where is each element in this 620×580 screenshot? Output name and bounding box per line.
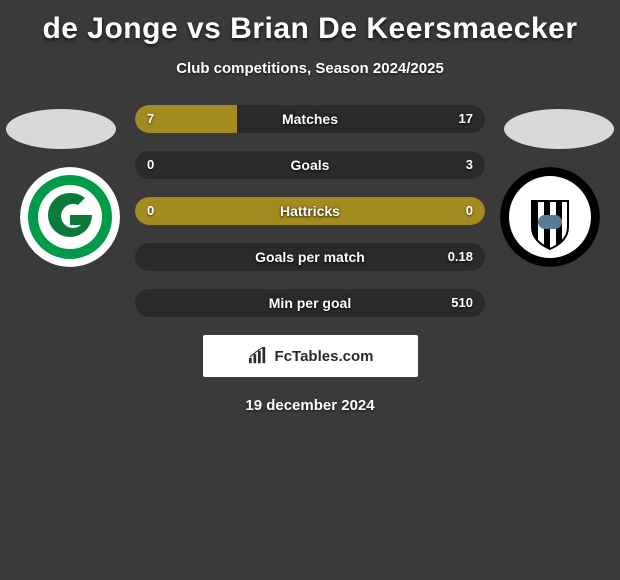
stat-row: Min per goal510 — [135, 289, 485, 317]
stat-row: Matches7 17 — [135, 105, 485, 133]
stat-label: Goals — [135, 151, 485, 179]
stat-value-right: 17 — [459, 105, 473, 133]
player-left-ellipse — [6, 109, 116, 149]
comparison-content: HERACLES Matches717Goals03Hattricks00Goa… — [0, 105, 620, 414]
player-right-ellipse — [504, 109, 614, 149]
stat-row: Goals per match0.18 — [135, 243, 485, 271]
stat-value-right: 510 — [451, 289, 473, 317]
stat-value-right: 0.18 — [448, 243, 473, 271]
stat-value-right: 3 — [466, 151, 473, 179]
page-title: de Jonge vs Brian De Keersmaecker — [0, 0, 620, 46]
stat-label: Goals per match — [135, 243, 485, 271]
chart-icon — [247, 347, 269, 365]
date-label: 19 december 2024 — [0, 397, 620, 414]
club-badge-left — [20, 167, 120, 267]
stat-value-right: 0 — [466, 197, 473, 225]
stat-value-left: 0 — [147, 197, 154, 225]
stat-value-left: 7 — [147, 105, 154, 133]
stat-label: Matches — [135, 105, 485, 133]
subtitle: Club competitions, Season 2024/2025 — [0, 60, 620, 77]
stat-label: Hattricks — [135, 197, 485, 225]
attribution-text: FcTables.com — [275, 348, 374, 365]
attribution-badge: FcTables.com — [203, 335, 418, 377]
stat-row: Goals0 3 — [135, 151, 485, 179]
stat-bars: Matches717Goals03Hattricks00Goals per ma… — [135, 105, 485, 317]
stat-value-left: 0 — [147, 151, 154, 179]
stat-row: Hattricks0 0 — [135, 197, 485, 225]
club-badge-right: HERACLES — [500, 167, 600, 267]
stat-label: Min per goal — [135, 289, 485, 317]
